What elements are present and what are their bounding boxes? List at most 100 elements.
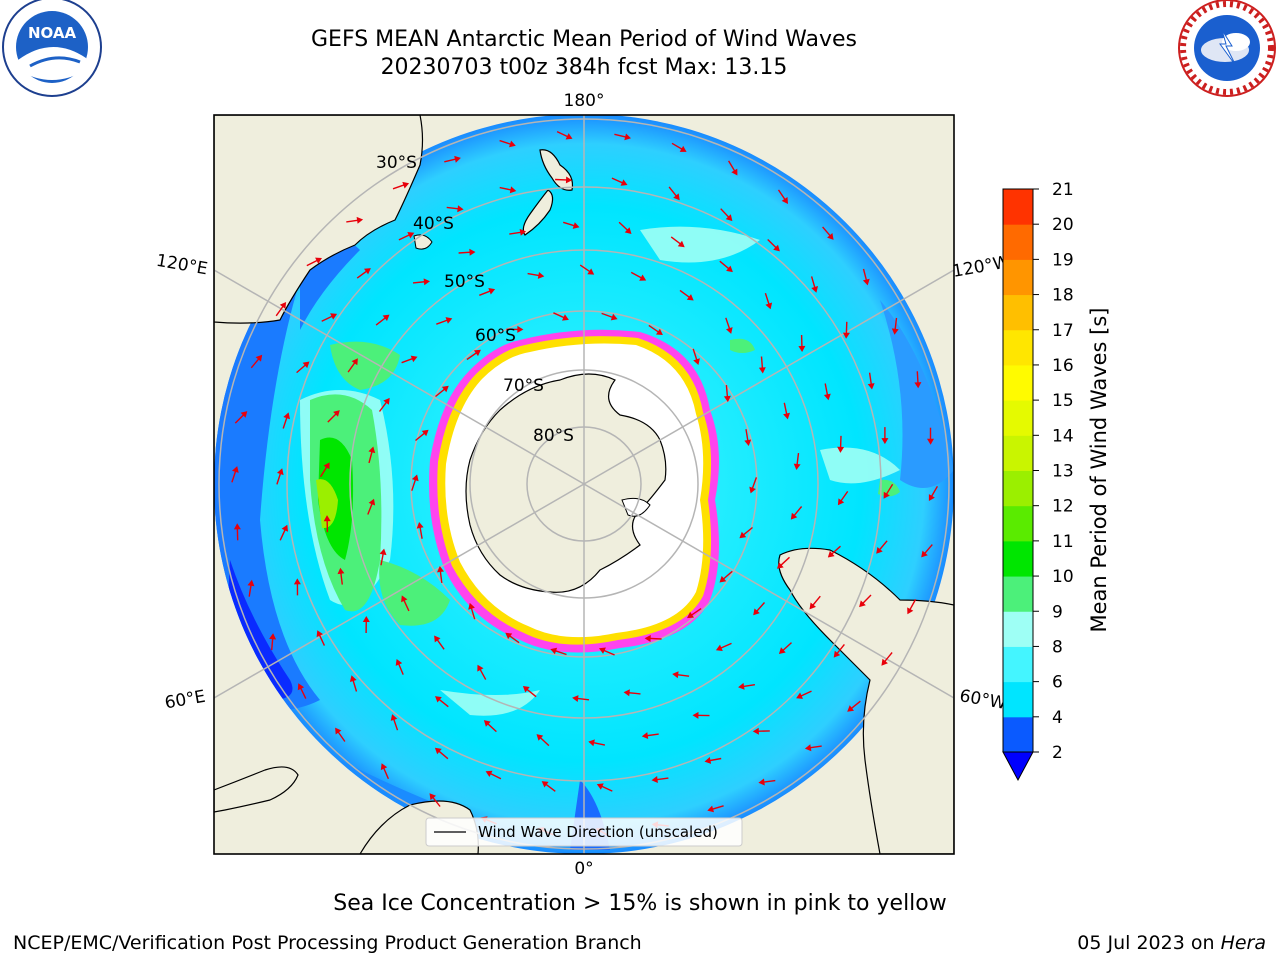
lon-label-lower-right: 60°W: [958, 686, 1008, 714]
wind-wave-arrow-head: [240, 411, 248, 418]
wind-wave-arrow-head: [639, 274, 647, 281]
wind-wave-arrow-head: [726, 265, 733, 273]
wind-wave-arrow-head: [421, 429, 429, 437]
wind-wave-arrow-head: [610, 313, 618, 321]
lat-label-40s: 40°S: [413, 214, 454, 234]
wind-wave-arrow-head: [867, 383, 875, 390]
wind-wave-arrow-head: [302, 361, 310, 369]
wind-wave-arrow-head: [441, 385, 449, 393]
colorbar-tick-label: 18: [1052, 286, 1074, 306]
wind-wave-arrow-head: [719, 575, 727, 583]
wind-wave-arrow-head: [337, 567, 345, 575]
wind-wave-arrow-head: [765, 302, 773, 310]
footer-host: Hera: [1220, 932, 1266, 954]
wind-wave-arrow-head: [753, 608, 760, 616]
footer-credit: NCEP/EMC/Verification Post Processing Pr…: [13, 932, 642, 954]
wind-wave-arrow-head: [279, 302, 287, 309]
wind-wave-arrow-head: [738, 682, 745, 690]
wind-wave-arrow-head: [891, 328, 899, 335]
wind-wave-arrow-head: [693, 358, 700, 365]
wind-wave-arrow-head: [437, 566, 444, 573]
south-america: [778, 547, 954, 854]
wind-wave-arrow-head: [562, 314, 569, 321]
wind-wave-arrow-head: [796, 692, 803, 699]
wind-wave-arrow-head: [519, 228, 527, 236]
colorbar-label: Mean Period of Wind Waves [s]: [1087, 308, 1111, 633]
wind-wave-arrow-head: [587, 268, 595, 275]
australia: [214, 115, 424, 324]
lat-label-50s: 50°S: [444, 272, 485, 292]
noaa-logo: NOAA: [2, 0, 102, 97]
wind-wave-arrow-head: [368, 498, 376, 506]
wind-wave-arrow-head: [749, 486, 756, 494]
colorbar-tick-label: 4: [1052, 708, 1063, 728]
wind-wave-arrow-head: [656, 328, 663, 335]
wind-wave-arrow-head: [537, 272, 545, 279]
nws-logo: [1178, 0, 1276, 97]
colorbar-tick-label: 9: [1052, 602, 1063, 622]
wind-wave-arrow-head: [798, 345, 806, 352]
wind-wave-arrow-head: [876, 547, 883, 554]
arrow-legend: Wind Wave Direction (unscaled): [425, 817, 743, 847]
wind-wave-arrow-head: [778, 647, 786, 654]
wind-wave-arrow-head: [620, 179, 628, 186]
colorbar-segment: [1003, 470, 1033, 507]
wind-wave-arrow-head: [469, 248, 476, 256]
wind-wave-arrow-head: [390, 714, 398, 721]
wind-wave-arrow-head: [349, 675, 357, 682]
wind-wave-arrow-head: [333, 410, 340, 417]
wind-wave-arrow-head: [233, 523, 241, 530]
antarctica: [465, 373, 667, 593]
wind-wave-arrow-head: [859, 600, 866, 608]
lon-label-bottom: 0°: [574, 859, 593, 879]
wind-wave-arrow-head: [434, 635, 441, 643]
wind-wave-arrow-head: [255, 354, 263, 362]
colorbar-segment: [1003, 540, 1033, 577]
wind-wave-arrow-head: [368, 446, 376, 454]
wind-wave-arrow-head: [383, 397, 390, 405]
colorbar-segment: [1003, 189, 1033, 225]
wind-wave-arrow-head: [726, 327, 733, 334]
colorbar-tick-label: 15: [1052, 391, 1074, 411]
wind-wave-arrow-head: [827, 550, 835, 558]
wind-wave-arrow-head: [809, 602, 816, 610]
colorbar-segment: [1003, 364, 1033, 401]
wind-wave-arrow-head: [316, 630, 323, 638]
wind-wave-arrow-head: [781, 197, 788, 204]
wind-wave-arrow-head: [679, 145, 687, 152]
wind-wave-arrow-head: [315, 257, 322, 264]
colorbar-tick-label: 2: [1052, 743, 1063, 763]
wind-wave-arrow-head: [411, 474, 419, 482]
lat-label-80s: 80°S: [533, 426, 574, 446]
wind-wave-arrow-head: [907, 607, 914, 615]
wind-wave-arrow-head: [281, 524, 288, 532]
wind-wave-arrow-head: [550, 647, 558, 655]
wind-wave-arrow-head: [686, 294, 694, 301]
wind-wave-arrow-head: [541, 781, 549, 788]
colorbar-segment: [1003, 400, 1033, 436]
wind-wave-arrow-head: [382, 314, 390, 321]
wind-wave-arrow-head: [485, 770, 493, 777]
lon-label-upper-right: 120°W: [951, 252, 1012, 282]
colorbar-tick-label: 20: [1052, 215, 1074, 235]
wind-wave-arrow-head: [883, 491, 890, 499]
colorbar-tick-label: 11: [1052, 532, 1074, 552]
wind-wave-arrow-head: [323, 462, 330, 470]
wind-wave-arrow-head: [565, 176, 573, 184]
wind-wave-arrows: [231, 130, 939, 838]
wind-wave-arrow-head: [881, 438, 889, 445]
colorbar-segment: [1003, 716, 1033, 753]
wind-wave-arrow-head: [423, 278, 430, 286]
wind-wave-arrow-head: [823, 393, 831, 401]
colorbar-tick-label: 8: [1052, 637, 1063, 657]
wind-wave-arrow-head: [651, 776, 658, 783]
noaa-logo-text: NOAA: [28, 24, 77, 42]
wind-wave-arrow-head: [407, 232, 415, 239]
wind-wave-arrow-head: [362, 616, 370, 622]
wind-wave-arrow-head: [644, 635, 651, 642]
colorbar-segment: [1003, 435, 1033, 471]
colorbar-tick-label: 19: [1052, 250, 1074, 270]
colorbar-tick-label: 12: [1052, 497, 1074, 517]
wind-wave-arrow-head: [509, 140, 516, 148]
wind-wave-arrow-head: [297, 683, 305, 691]
